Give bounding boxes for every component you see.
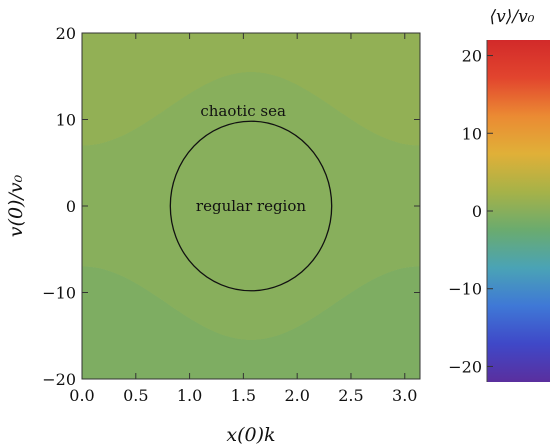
colorbar-gradient	[487, 40, 550, 382]
heatmap-band	[82, 16, 420, 33]
x-tick-label: 1.5	[231, 386, 256, 405]
y-tick-label: 20	[56, 24, 76, 43]
x-tick-label: 0.0	[69, 386, 94, 405]
colorbar-tick-label: 0	[472, 202, 482, 221]
chaotic-sea-region	[82, 71, 420, 341]
colorbar-tick-label: −20	[448, 357, 482, 376]
heatmap-area	[82, 16, 420, 379]
colorbar: 20 10 0 −10 −20 ⟨v⟩/v₀	[448, 7, 550, 382]
y-tick-label: 0	[66, 197, 76, 216]
x-tick-label: 2.0	[284, 386, 309, 405]
plot-axes: 0.0 0.5 1.0 1.5 2.0 2.5 3.0 20 10 0 −10 −20 x(0)k v(0…	[5, 24, 421, 446]
colorbar-tick-label: 10	[462, 124, 482, 143]
y-tick-label: −20	[42, 370, 76, 389]
heatmap-band	[82, 266, 420, 379]
x-tick-label: 2.5	[338, 386, 363, 405]
y-tick-label: −10	[42, 284, 76, 303]
x-tick-label: 0.5	[123, 386, 148, 405]
colorbar-title: ⟨v⟩/v₀	[489, 7, 534, 27]
colorbar-tick-label: −10	[448, 280, 482, 299]
y-tick-label: 10	[56, 111, 76, 130]
x-tick-label: 3.0	[392, 386, 417, 405]
x-axis-label: x(0)k	[226, 424, 275, 446]
plot-overlay: chaotic sea regular region	[169, 102, 333, 292]
y-axis-label: v(0)/v₀	[5, 174, 27, 237]
heatmap-band	[82, 33, 420, 146]
chaotic-sea-label: chaotic sea	[200, 102, 286, 120]
regular-region-label: regular region	[196, 197, 306, 215]
x-tick-label: 1.0	[177, 386, 202, 405]
regular-region-boundary	[169, 120, 333, 292]
colorbar-tick-label: 20	[462, 47, 482, 66]
